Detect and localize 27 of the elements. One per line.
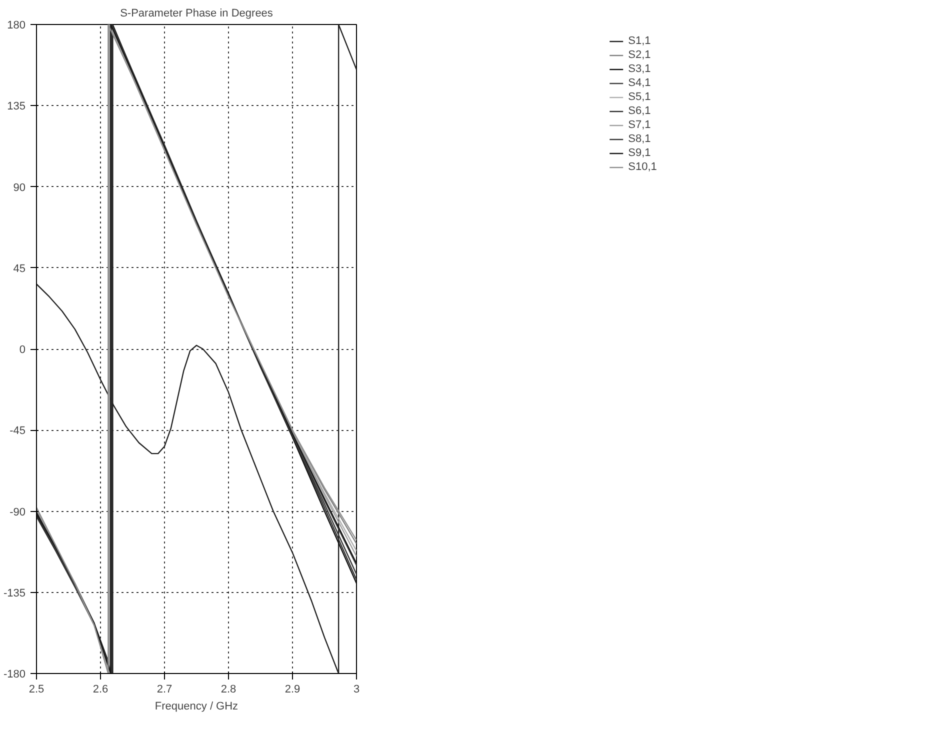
legend-label: S10,1 — [628, 160, 657, 174]
x-tick-label: 2.8 — [220, 684, 236, 696]
legend-label: S6,1 — [628, 104, 651, 118]
x-tick-label: 2.9 — [284, 684, 300, 696]
y-tick-label: 90 — [13, 182, 26, 194]
chart-title: S-Parameter Phase in Degrees — [120, 8, 274, 20]
y-tick-label: 135 — [7, 100, 26, 113]
y-tick-label: 180 — [7, 20, 26, 32]
y-tick-label: 45 — [13, 262, 26, 275]
legend-label: S3,1 — [628, 62, 651, 76]
legend-label: S2,1 — [628, 48, 651, 62]
y-tick-label: 0 — [19, 344, 26, 356]
legend-label: S7,1 — [628, 118, 651, 132]
x-axis-title: Frequency / GHz — [154, 700, 238, 712]
y-tick-label: -180 — [3, 668, 26, 680]
x-tick-label: 2.7 — [156, 684, 172, 696]
x-tick-label: 3 — [353, 684, 360, 696]
y-tick-label: -45 — [10, 425, 26, 438]
y-tick-label: -90 — [10, 506, 26, 518]
legend-label: S9,1 — [628, 146, 651, 160]
x-tick-label: 2.6 — [92, 684, 108, 696]
x-tick-label: 2.5 — [28, 684, 44, 696]
y-tick-label: -135 — [3, 587, 26, 600]
legend-label: S4,1 — [628, 76, 651, 90]
legend-label: S8,1 — [628, 132, 651, 146]
legend-label: S1,1 — [628, 34, 651, 48]
legend-label: S5,1 — [628, 90, 651, 104]
